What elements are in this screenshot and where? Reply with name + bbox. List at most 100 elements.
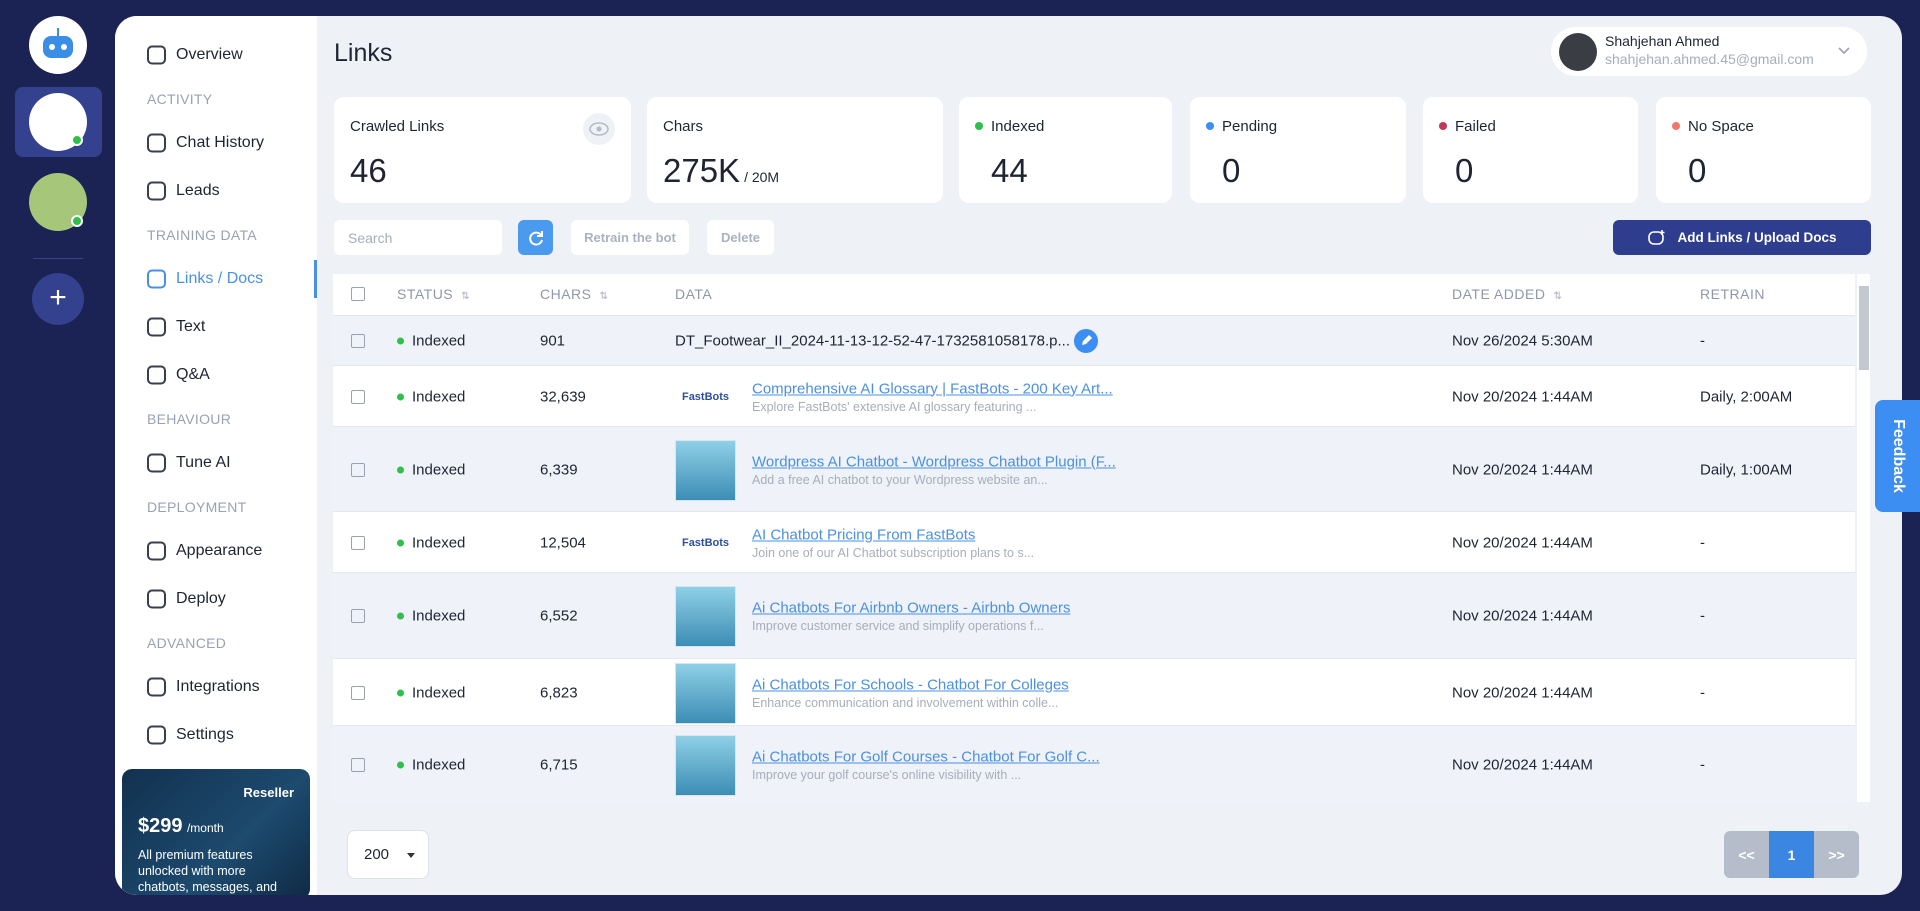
nav-link[interactable]: Q&A — [176, 366, 210, 383]
data-title[interactable]: Ai Chatbots For Airbnb Owners - Airbnb O… — [752, 599, 1071, 617]
stat-value: 44 — [991, 152, 1028, 190]
period: /month — [186, 821, 224, 835]
page-button[interactable]: << — [1724, 831, 1769, 878]
nav-link[interactable]: Settings — [176, 726, 234, 743]
row-checkbox[interactable] — [351, 334, 365, 348]
reseller-card[interactable]: Reseller $299 /month All premium feature… — [122, 769, 310, 895]
row-checkbox[interactable] — [351, 757, 365, 772]
nav-link[interactable]: Links / Docs — [176, 270, 264, 287]
date-added: Nov 20/2024 1:44AM — [1452, 534, 1593, 551]
column-header[interactable]: DATE ADDED ⇅ — [1452, 286, 1563, 302]
data-title[interactable]: AI Chatbot Pricing From FastBots — [752, 526, 976, 543]
page-button[interactable]: >> — [1814, 831, 1859, 878]
bot-avatar[interactable] — [29, 173, 87, 231]
stat-number: 44 — [991, 152, 1028, 189]
data-description: Enhance communication and involvement wi… — [752, 695, 1059, 710]
column-header[interactable]: DATA — [675, 286, 713, 302]
nav-section: TRAINING DATA — [147, 227, 257, 243]
nav-link[interactable]: Leads — [176, 182, 220, 199]
scrollbar[interactable] — [1857, 274, 1870, 802]
user-avatar — [1559, 33, 1597, 71]
stat-value: 46 — [350, 152, 387, 190]
date-added: Nov 20/2024 1:44AM — [1452, 388, 1593, 405]
nav-link[interactable]: Tune AI — [176, 454, 231, 471]
nav-link[interactable]: Deploy — [176, 590, 226, 607]
row-checkbox[interactable] — [351, 462, 365, 477]
row-checkbox[interactable] — [351, 609, 365, 623]
pencil-icon — [1082, 335, 1092, 345]
nav-link[interactable]: Appearance — [176, 542, 263, 559]
page-size: 200 — [364, 846, 390, 863]
nav-icon — [147, 589, 166, 609]
retrain: - — [1700, 756, 1705, 773]
edit-button[interactable] — [1074, 329, 1098, 353]
user-menu[interactable]: Shahjehan Ahmed shahjehan.ahmed.45@gmail… — [1551, 27, 1867, 76]
page-title: Links — [334, 39, 393, 67]
main-panel: Overview ACTIVITY Chat History Leads TRAININ… — [115, 16, 1902, 895]
refresh-button[interactable] — [518, 220, 553, 255]
sidebar: Overview ACTIVITY Chat History Leads TRAININ… — [115, 16, 317, 895]
data-title[interactable]: Comprehensive AI Glossary | FastBots - 2… — [752, 380, 1113, 397]
data-title[interactable]: Ai Chatbots For Golf Courses - Chatbot F… — [752, 748, 1100, 765]
delete-button[interactable]: Delete — [707, 220, 774, 255]
table-row: Indexed 6,339 Wordpress AI Chatbot - Wordp… — [333, 426, 1855, 511]
chars: 12,504 — [540, 534, 586, 551]
row-checkbox[interactable] — [351, 389, 365, 404]
feedback-tab[interactable]: Feedback — [1875, 400, 1920, 512]
stat-label: Chars — [663, 118, 703, 135]
stat-label-text: Pending — [1222, 118, 1278, 135]
retrain-button[interactable]: Retrain the bot — [571, 220, 689, 255]
stat-label-text: Chars — [663, 118, 704, 135]
chars: 6,823 — [540, 684, 578, 701]
page-size-select[interactable]: 200 — [347, 830, 429, 879]
stat-number: 0 — [1688, 152, 1707, 189]
data-title[interactable]: Wordpress AI Chatbot - Wordpress Chatbot… — [752, 453, 1116, 470]
add-label: Add Links / Upload Docs — [1677, 230, 1837, 245]
status-dot — [397, 612, 404, 620]
nav-icon — [147, 181, 166, 201]
stat-card: Failed 0 — [1423, 97, 1638, 203]
bot-avatar[interactable] — [29, 16, 87, 74]
data-title[interactable]: Ai Chatbots For Schools - Chatbot For Co… — [752, 676, 1069, 693]
nav-icon — [147, 677, 166, 697]
table-row: Indexed 6,552 Ai Chatbots For Airbnb Owner… — [333, 572, 1855, 658]
view-button[interactable] — [583, 113, 615, 145]
stat-label: No Space — [1672, 118, 1754, 135]
stat-label: Failed — [1439, 118, 1496, 135]
search-input[interactable]: Search — [334, 220, 502, 255]
retrain: - — [1700, 332, 1705, 350]
table-row: Indexed 901 DT_Footwear_II_2024-11-13-12-5… — [333, 315, 1855, 365]
nav-icon — [147, 541, 166, 561]
table-row: Indexed 6,715 Ai Chatbots For Golf Courses… — [333, 725, 1855, 802]
selected-bot[interactable] — [15, 87, 102, 157]
column-header[interactable]: RETRAIN — [1700, 286, 1765, 302]
add-bot-button[interactable]: + — [32, 273, 84, 325]
nav-link[interactable]: Text — [176, 318, 206, 335]
nav-link[interactable]: Overview — [176, 46, 243, 63]
status: Indexed — [397, 333, 465, 350]
reseller-price: $299 /month — [138, 815, 224, 838]
retrain: Daily, 1:00AM — [1700, 461, 1793, 478]
pagination: << 1 >> — [1724, 831, 1859, 878]
logo-text: FastBots — [681, 390, 730, 403]
add-links-button[interactable]: Add Links / Upload Docs — [1613, 220, 1871, 255]
nav-icon — [147, 45, 166, 65]
nav-link[interactable]: Integrations — [176, 678, 260, 695]
page-button[interactable]: 1 — [1769, 831, 1814, 878]
select-all[interactable] — [351, 287, 365, 301]
data-description: Explore FastBots' extensive AI glossary … — [752, 399, 1037, 414]
nav-link[interactable]: Chat History — [176, 134, 265, 151]
column-header[interactable]: CHARS ⇅ — [540, 286, 609, 302]
nav-section: BEHAVIOUR — [147, 411, 232, 427]
nav-section: ADVANCED — [147, 635, 227, 651]
retrain: - — [1700, 607, 1705, 625]
row-checkbox[interactable] — [351, 535, 365, 550]
status-dot — [975, 122, 983, 130]
sort-icon: ⇅ — [599, 291, 609, 302]
retrain: - — [1700, 684, 1705, 701]
row-checkbox[interactable] — [351, 685, 365, 700]
column-header[interactable]: STATUS ⇅ — [397, 286, 471, 302]
